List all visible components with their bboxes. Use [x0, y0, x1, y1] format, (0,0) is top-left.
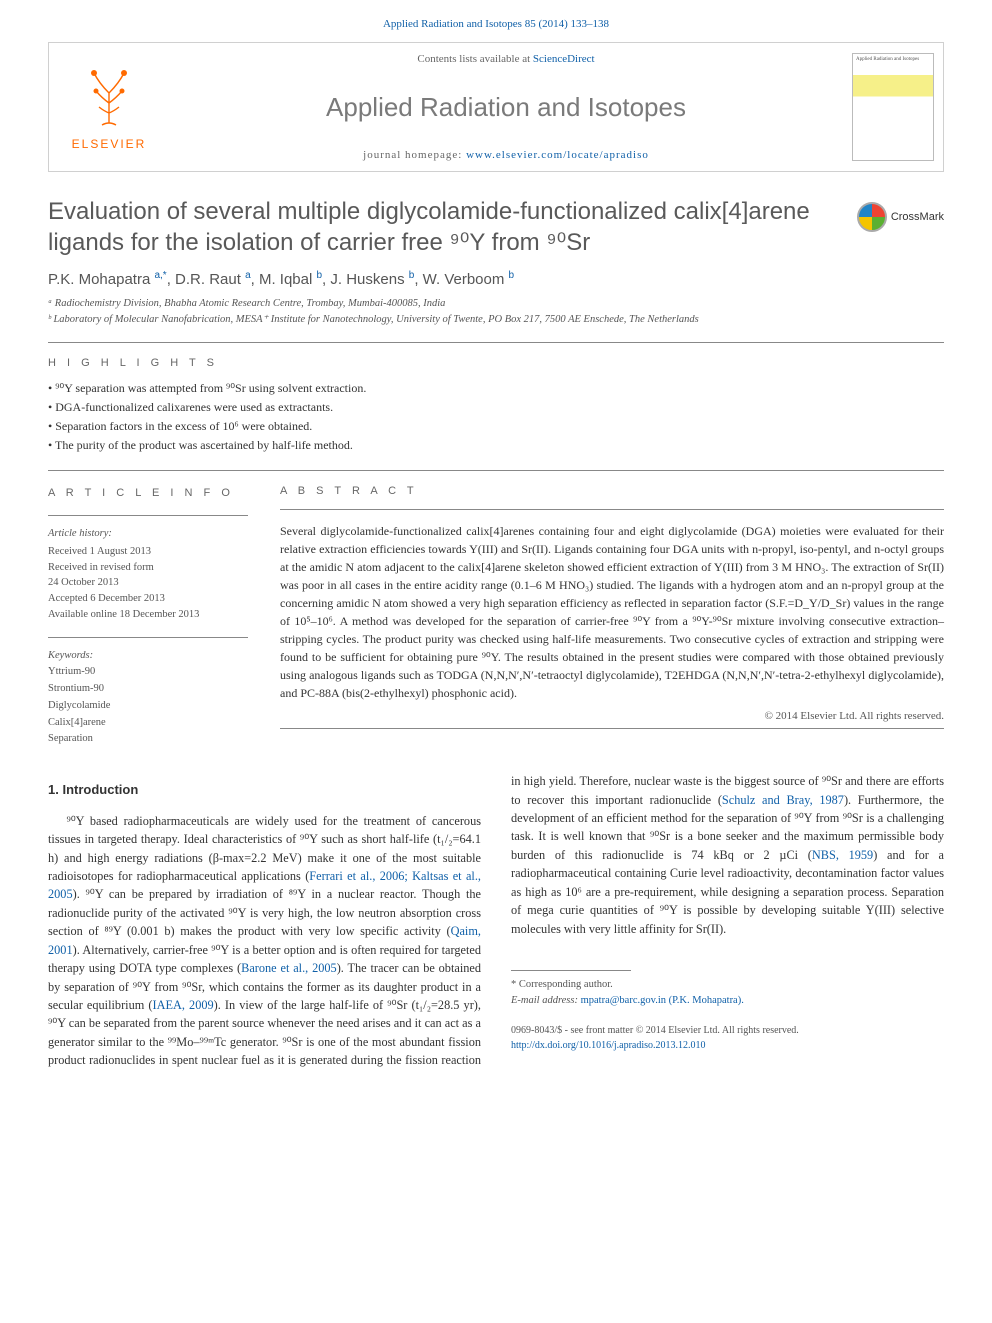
highlight-item: • DGA-functionalized calixarenes were us… [48, 398, 944, 417]
email-line: E-mail address: mpatra@barc.gov.in (P.K.… [511, 993, 944, 1009]
footnotes: * Corresponding author. E-mail address: … [511, 962, 944, 1009]
rule [48, 637, 248, 638]
elsevier-tree-icon [74, 63, 144, 133]
keyword: Yttrium-90 [48, 664, 248, 680]
intro-heading: 1. Introduction [48, 780, 481, 800]
crossmark-label: CrossMark [891, 211, 944, 223]
rule [48, 515, 248, 516]
issn-line: 0969-8043/$ - see front matter © 2014 El… [511, 1023, 944, 1038]
article-info-heading: A R T I C L E I N F O [48, 485, 248, 502]
text-run: ). ⁹⁰Y can be prepared by irradiation of… [48, 887, 481, 938]
body-text: 1. Introduction ⁹⁰Y based radiopharmaceu… [48, 772, 944, 1070]
affiliations: ᵃ Radiochemistry Division, Bhabha Atomic… [48, 296, 944, 328]
history-line: 24 October 2013 [48, 575, 248, 591]
doi-link[interactable]: http://dx.doi.org/10.1016/j.apradiso.201… [511, 1040, 706, 1051]
publisher-logo: ELSEVIER [49, 43, 169, 171]
rule [280, 509, 944, 510]
keyword: Calix[4]arene [48, 715, 248, 731]
citation-link[interactable]: NBS, 1959 [812, 848, 873, 862]
publisher-name: ELSEVIER [72, 137, 147, 151]
keyword: Diglycolamide [48, 698, 248, 714]
citation-link[interactable]: Schulz and Bray, 1987 [722, 793, 844, 807]
highlight-item: • Separation factors in the excess of 10… [48, 417, 944, 436]
affiliation-b: ᵇ Laboratory of Molecular Nanofabricatio… [48, 312, 944, 328]
cover-thumbnail: Applied Radiation and Isotopes [852, 53, 934, 161]
crossmark-badge[interactable]: CrossMark [857, 202, 944, 232]
footnote-rule [511, 970, 631, 971]
journal-name: Applied Radiation and Isotopes [169, 92, 843, 123]
copyright-line: © 2014 Elsevier Ltd. All rights reserved… [280, 710, 944, 722]
affiliation-a: ᵃ Radiochemistry Division, Bhabha Atomic… [48, 296, 944, 312]
abstract-text: Several diglycolamide-functionalized cal… [280, 522, 944, 702]
keyword: Strontium-90 [48, 681, 248, 697]
rule [48, 342, 944, 343]
highlight-item: • ⁹⁰Y separation was attempted from ⁹⁰Sr… [48, 379, 944, 398]
highlight-item: • The purity of the product was ascertai… [48, 436, 944, 455]
homepage-prefix: journal homepage: [363, 149, 462, 161]
crossmark-icon [857, 202, 887, 232]
email-link[interactable]: mpatra@barc.gov.in (P.K. Mohapatra). [581, 995, 744, 1006]
citation-link[interactable]: Barone et al., 2005 [241, 961, 337, 975]
highlights-heading: H I G H L I G H T S [48, 357, 944, 369]
history-line: Accepted 6 December 2013 [48, 591, 248, 607]
history-line: Received in revised form [48, 560, 248, 576]
contents-line: Contents lists available at ScienceDirec… [169, 53, 843, 65]
top-citation-link[interactable]: Applied Radiation and Isotopes 85 (2014)… [383, 18, 609, 30]
article-title: Evaluation of several multiple diglycola… [48, 196, 841, 258]
history-line: Available online 18 December 2013 [48, 607, 248, 623]
history-head: Article history: [48, 526, 248, 542]
journal-homepage: journal homepage: www.elsevier.com/locat… [169, 149, 843, 161]
history-line: Received 1 August 2013 [48, 544, 248, 560]
top-citation: Applied Radiation and Isotopes 85 (2014)… [0, 0, 992, 42]
keywords-block: Keywords: Yttrium-90 Strontium-90 Diglyc… [48, 648, 248, 748]
email-label: E-mail address: [511, 995, 578, 1006]
article-info-col: A R T I C L E I N F O Article history: R… [48, 485, 248, 749]
rule [48, 470, 944, 471]
journal-cover: Applied Radiation and Isotopes [843, 43, 943, 171]
homepage-link[interactable]: www.elsevier.com/locate/apradiso [466, 149, 649, 161]
header-center: Contents lists available at ScienceDirec… [169, 43, 843, 171]
highlights-list: • ⁹⁰Y separation was attempted from ⁹⁰Sr… [48, 379, 944, 456]
abstract-heading: A B S T R A C T [280, 485, 944, 497]
abstract-col: A B S T R A C T Several diglycolamide-fu… [280, 485, 944, 749]
bottom-meta: 0969-8043/$ - see front matter © 2014 El… [511, 1023, 944, 1053]
sciencedirect-link[interactable]: ScienceDirect [533, 53, 595, 65]
journal-header: ELSEVIER Contents lists available at Sci… [48, 42, 944, 172]
citation-link[interactable]: IAEA, 2009 [153, 998, 214, 1012]
corresponding-author: * Corresponding author. [511, 977, 944, 993]
authors-line: P.K. Mohapatra a,*, D.R. Raut a, M. Iqba… [48, 270, 944, 288]
rule [280, 728, 944, 729]
article-history: Article history: Received 1 August 2013 … [48, 526, 248, 623]
keyword: Separation [48, 731, 248, 747]
contents-prefix: Contents lists available at [417, 53, 530, 65]
keywords-head: Keywords: [48, 648, 248, 664]
